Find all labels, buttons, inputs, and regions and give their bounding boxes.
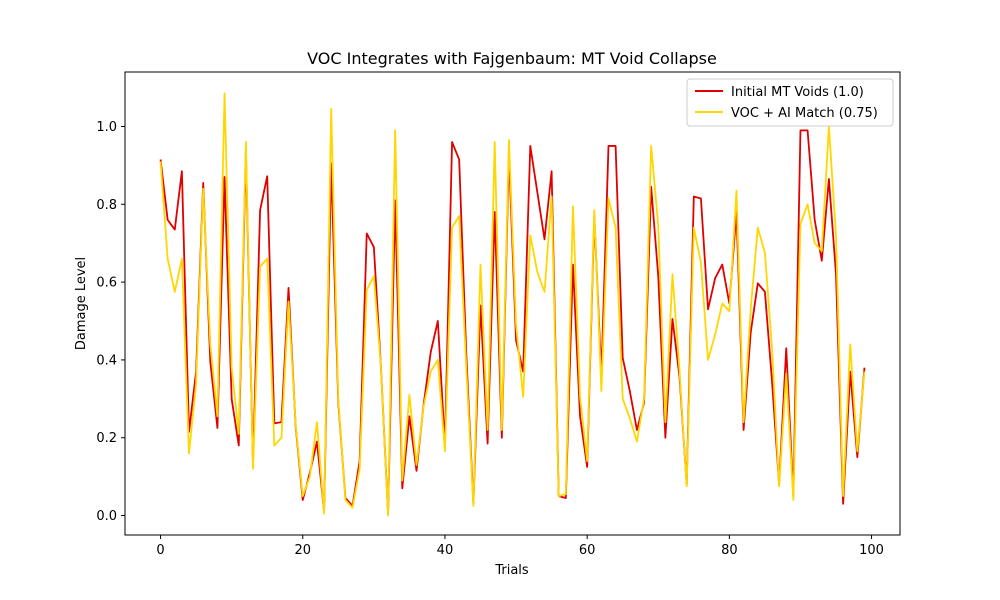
y-axis: 0.0 0.2 0.4 0.6 0.8 1.0: [96, 120, 125, 524]
legend-label-voc-ai-match: VOC + AI Match (0.75): [731, 106, 878, 121]
x-tick-label: 20: [294, 543, 311, 558]
series-line-1: [159, 92, 866, 517]
series-layer: [159, 92, 866, 517]
x-tick-label: 40: [437, 543, 454, 558]
x-axis: 0 20 40 60 80 100: [156, 535, 884, 558]
x-tick-label: 60: [579, 543, 596, 558]
x-tick-label: 80: [721, 543, 738, 558]
y-axis-label: Damage Level: [74, 257, 89, 350]
y-tick-label: 1.0: [96, 120, 117, 135]
series-line-0: [159, 129, 866, 515]
y-tick-label: 0.8: [96, 198, 117, 213]
y-tick-label: 0.6: [96, 276, 117, 291]
legend: Initial MT Voids (1.0) VOC + AI Match (0…: [686, 78, 894, 127]
chart-title: VOC Integrates with Fajgenbaum: MT Void …: [307, 49, 717, 68]
y-tick-label: 0.2: [96, 431, 117, 446]
plot-frame: [124, 71, 901, 536]
plot-area: [124, 71, 901, 536]
y-tick-label: 0.4: [96, 353, 117, 368]
legend-box: [686, 78, 894, 127]
legend-label-initial-mt-voids: Initial MT Voids (1.0): [731, 85, 864, 100]
x-tick-label: 100: [859, 543, 884, 558]
x-tick-label: 0: [156, 543, 164, 558]
x-axis-label: Trials: [494, 563, 529, 578]
y-tick-label: 0.0: [96, 509, 117, 524]
